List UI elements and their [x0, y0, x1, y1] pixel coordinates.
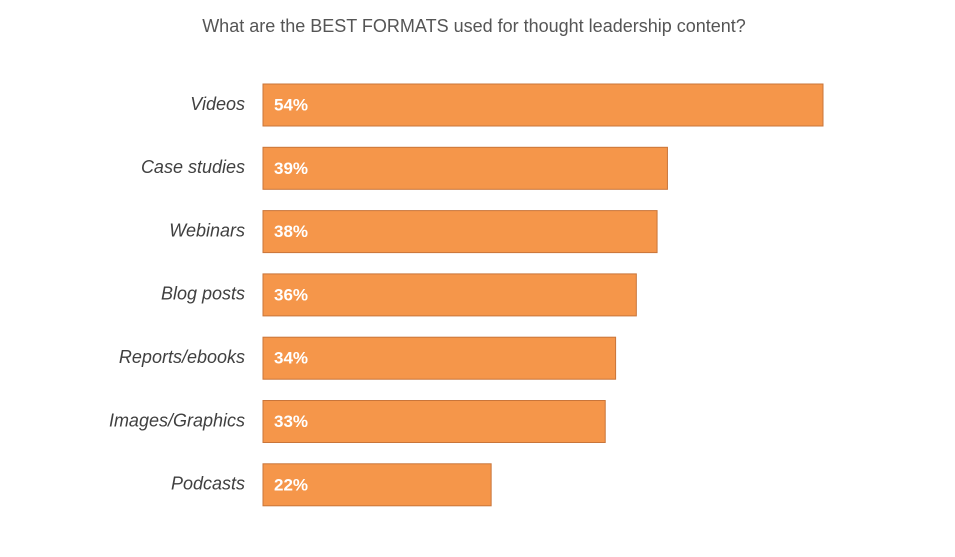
category-label: Podcasts	[171, 474, 245, 494]
category-label: Webinars	[169, 220, 245, 240]
bar	[262, 400, 606, 443]
value-label: 34%	[274, 349, 308, 368]
chart-title: What are the BEST FORMATS used for thoug…	[202, 16, 746, 36]
bar	[262, 210, 658, 254]
bar	[262, 336, 617, 380]
value-label: 33%	[274, 412, 308, 431]
value-label: 36%	[274, 285, 308, 304]
category-label: Blog posts	[161, 284, 245, 304]
bar	[262, 83, 824, 127]
category-label: Videos	[190, 94, 245, 114]
value-label: 38%	[274, 222, 308, 241]
category-label: Reports/ebooks	[119, 347, 245, 367]
bar	[262, 146, 668, 190]
category-label: Images/Graphics	[109, 410, 245, 430]
value-label: 39%	[274, 159, 308, 178]
bar	[262, 273, 637, 317]
bar	[262, 463, 492, 507]
value-label: 54%	[274, 95, 308, 114]
category-label: Case studies	[141, 157, 245, 177]
value-label: 22%	[274, 475, 308, 494]
